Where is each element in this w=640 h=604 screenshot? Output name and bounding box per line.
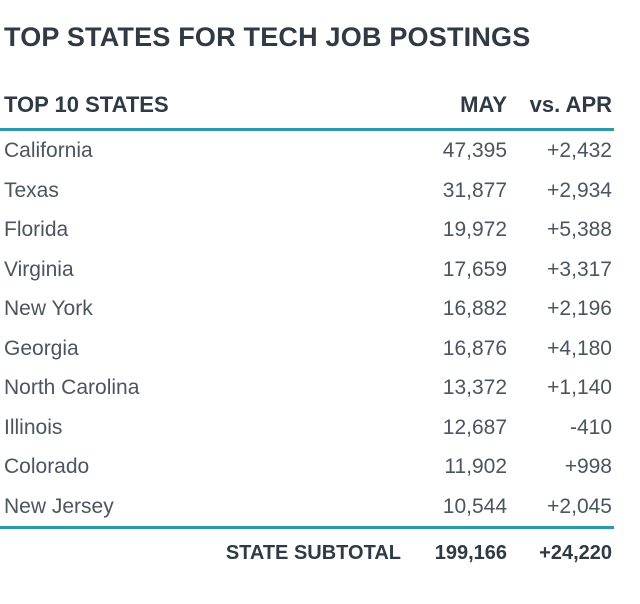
bottom-rule [0,526,614,529]
cell-vs-apr: +998 [564,455,612,478]
cell-state: California [4,139,93,162]
cell-vs-apr: +5,388 [547,218,612,241]
cell-state: New York [4,297,93,320]
table-row: Colorado 11,902 +998 [0,447,614,487]
table-row: Illinois 12,687 -410 [0,408,614,448]
cell-may: 10,544 [442,494,507,518]
table-row: Florida 19,972 +5,388 [0,210,614,250]
table-header: TOP 10 STATES MAY vs. APR [0,84,614,131]
table-body: California 47,395 +2,432 Texas 31,877 +2,934 F… [0,131,614,526]
subtotal-label: STATE SUBTOTAL [225,542,401,564]
cell-may: 16,882 [442,297,507,320]
subtotal-vs-apr: +24,220 [539,542,612,564]
cell-state: New Jersey [4,494,114,518]
cell-vs-apr: +3,317 [547,257,612,281]
chart-title: TOP STATES FOR TECH JOB POSTINGS [4,22,531,52]
subtotal-may: 199,166 [434,542,507,564]
data-table: TOP 10 STATES MAY vs. APR California 47,3… [0,84,614,573]
table-row: North Carolina 13,372 +1,140 [0,368,614,408]
table-row: Virginia 17,659 +3,317 [0,250,614,290]
cell-state: North Carolina [4,376,140,399]
column-header-vs-apr: vs. APR [529,92,612,117]
column-header-state: TOP 10 STATES [4,92,169,117]
cell-may: 16,876 [442,336,507,360]
cell-may: 31,877 [442,178,507,202]
cell-state: Texas [4,178,59,202]
subtotal-row: STATE SUBTOTAL 199,166 +24,220 [0,529,614,573]
cell-may: 17,659 [442,257,507,281]
table-row: New York 16,882 +2,196 [0,289,614,329]
cell-vs-apr: +1,140 [547,376,612,399]
cell-state: Florida [4,218,69,241]
cell-vs-apr: -410 [569,415,612,439]
cell-may: 19,972 [442,218,507,241]
cell-state: Georgia [4,336,79,360]
cell-vs-apr: +2,045 [547,494,612,518]
table-row: New Jersey 10,544 +2,045 [0,487,614,527]
cell-may: 47,395 [442,139,507,162]
cell-state: Illinois [4,415,63,439]
cell-may: 11,902 [444,455,507,478]
table-row: California 47,395 +2,432 [0,131,614,171]
cell-vs-apr: +4,180 [547,336,612,360]
table-row: Texas 31,877 +2,934 [0,171,614,211]
column-header-may: MAY [460,92,507,117]
cell-state: Colorado [4,455,90,478]
cell-vs-apr: +2,196 [547,297,612,320]
table-row: Georgia 16,876 +4,180 [0,329,614,369]
cell-may: 13,372 [442,376,507,399]
cell-vs-apr: +2,432 [547,139,612,162]
cell-vs-apr: +2,934 [547,178,612,202]
cell-may: 12,687 [442,415,507,439]
cell-state: Virginia [4,257,74,281]
